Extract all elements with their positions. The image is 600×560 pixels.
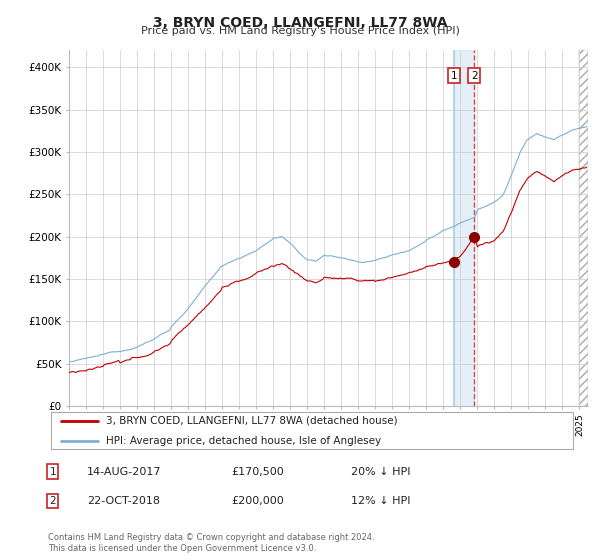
Text: HPI: Average price, detached house, Isle of Anglesey: HPI: Average price, detached house, Isle… bbox=[106, 436, 381, 446]
Text: 3, BRYN COED, LLANGEFNI, LL77 8WA (detached house): 3, BRYN COED, LLANGEFNI, LL77 8WA (detac… bbox=[106, 416, 398, 426]
FancyBboxPatch shape bbox=[50, 412, 574, 449]
Bar bbox=[580, 50, 588, 406]
Text: 1: 1 bbox=[49, 466, 56, 477]
Text: 1: 1 bbox=[451, 71, 457, 81]
Text: 2: 2 bbox=[471, 71, 478, 81]
Text: 14-AUG-2017: 14-AUG-2017 bbox=[87, 466, 161, 477]
Text: Price paid vs. HM Land Registry's House Price Index (HPI): Price paid vs. HM Land Registry's House … bbox=[140, 26, 460, 36]
Text: £200,000: £200,000 bbox=[231, 496, 284, 506]
Text: £170,500: £170,500 bbox=[231, 466, 284, 477]
Bar bbox=[580, 50, 588, 406]
Text: 2: 2 bbox=[49, 496, 56, 506]
Text: 22-OCT-2018: 22-OCT-2018 bbox=[87, 496, 160, 506]
Text: Contains HM Land Registry data © Crown copyright and database right 2024.
This d: Contains HM Land Registry data © Crown c… bbox=[48, 533, 374, 553]
Bar bbox=[454, 50, 474, 406]
Text: 12% ↓ HPI: 12% ↓ HPI bbox=[351, 496, 410, 506]
Text: 3, BRYN COED, LLANGEFNI, LL77 8WA: 3, BRYN COED, LLANGEFNI, LL77 8WA bbox=[152, 16, 448, 30]
Text: 20% ↓ HPI: 20% ↓ HPI bbox=[351, 466, 410, 477]
